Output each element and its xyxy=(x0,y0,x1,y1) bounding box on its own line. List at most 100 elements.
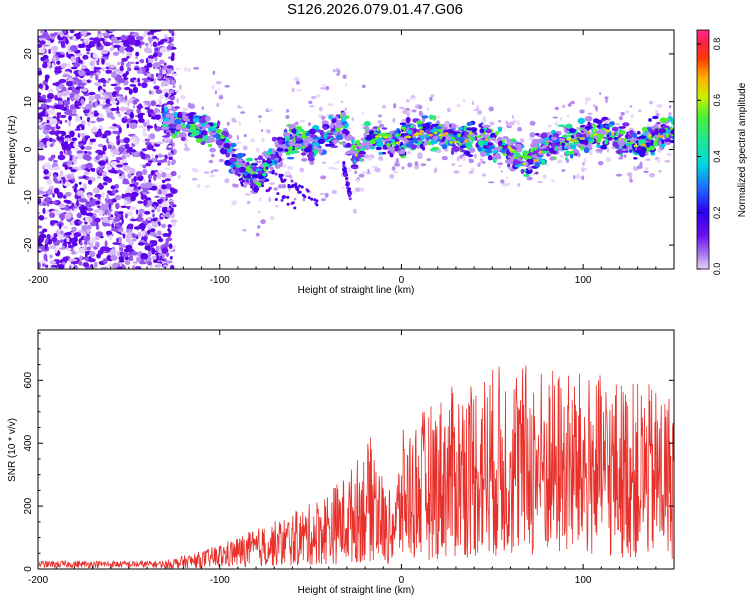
snr-frame xyxy=(37,329,675,570)
noise-blob xyxy=(44,124,52,131)
ridge-blob xyxy=(565,157,569,161)
faint-blob xyxy=(320,87,326,90)
noise-blob xyxy=(38,262,41,269)
faint-blob xyxy=(255,147,261,153)
faint-blob xyxy=(655,156,659,160)
noise-blob xyxy=(88,200,97,207)
noise-blob xyxy=(129,206,137,211)
faint-blob xyxy=(620,111,625,116)
ridge-blob xyxy=(558,137,566,143)
noise-blob xyxy=(108,126,116,129)
noise-blob xyxy=(59,104,65,111)
ridge-blob xyxy=(207,143,213,148)
ridge-blob xyxy=(338,130,343,134)
ridge-blob xyxy=(507,143,514,146)
noise-blob xyxy=(170,264,175,269)
noise-blob xyxy=(143,210,151,215)
ridge-blob xyxy=(416,137,422,141)
peak-blob xyxy=(518,154,523,158)
ridge-blob xyxy=(479,128,485,134)
noise-blob xyxy=(136,216,144,222)
peak-blob xyxy=(633,144,638,148)
noise-blob xyxy=(141,148,148,152)
noise-blob xyxy=(159,47,167,53)
noise-blob xyxy=(165,211,171,218)
noise-blob xyxy=(57,154,66,161)
faint-blob xyxy=(334,161,339,164)
noise-blob xyxy=(153,62,162,69)
ridge-blob xyxy=(561,142,566,147)
noise-blob xyxy=(45,98,52,103)
ridge-blob xyxy=(220,148,228,155)
faint-blob xyxy=(193,67,200,70)
noise-blob xyxy=(165,252,170,257)
faint-blob xyxy=(246,200,251,205)
noise-blob xyxy=(161,201,168,208)
ridge-blob xyxy=(569,154,574,159)
noise-blob xyxy=(82,154,91,161)
faint-blob xyxy=(171,159,176,165)
noise-blob xyxy=(46,233,51,240)
noise-blob xyxy=(118,211,124,215)
faint-blob xyxy=(319,106,323,112)
ridge-blob xyxy=(205,115,211,122)
spec-x-tick-label: -200 xyxy=(28,275,48,286)
noise-blob xyxy=(118,46,125,53)
noise-blob xyxy=(47,40,51,46)
noise-blob xyxy=(47,95,52,99)
ridge-blob xyxy=(330,145,338,148)
ridge-blob xyxy=(230,142,237,148)
peak-blob xyxy=(545,142,549,145)
peak-blob xyxy=(571,139,578,142)
noise-blob xyxy=(104,62,112,67)
noise-blob xyxy=(59,230,64,235)
ridge-blob xyxy=(189,134,197,137)
noise-blob xyxy=(43,176,50,180)
ridge-blob xyxy=(506,150,511,155)
noise-blob xyxy=(68,206,73,209)
peak-blob xyxy=(392,142,397,146)
faint-blob xyxy=(308,122,311,127)
ridge-blob xyxy=(588,138,593,142)
noise-blob xyxy=(168,76,173,81)
faint-blob xyxy=(176,98,179,104)
ridge-blob xyxy=(652,115,659,120)
noise-blob xyxy=(170,188,178,194)
noise-blob xyxy=(95,155,100,161)
faint-blob xyxy=(433,168,437,174)
snr-x-tick-label: -200 xyxy=(28,575,48,586)
noise-blob xyxy=(50,118,58,125)
peak-blob xyxy=(593,133,598,136)
ridge-blob xyxy=(266,157,271,165)
ridge-blob xyxy=(389,153,394,158)
noise-blob xyxy=(149,133,156,140)
peak-blob xyxy=(628,141,634,145)
noise-blob xyxy=(104,132,109,136)
faint-blob xyxy=(519,138,525,144)
noise-blob xyxy=(50,264,58,268)
noise-blob xyxy=(109,64,116,69)
noise-blob xyxy=(68,166,73,170)
streak-blob xyxy=(267,188,271,192)
noise-blob xyxy=(133,150,140,158)
noise-blob xyxy=(154,56,158,62)
faint-blob xyxy=(537,181,543,184)
noise-blob xyxy=(146,73,153,79)
faint-blob xyxy=(311,95,317,100)
faint-blob xyxy=(218,88,220,91)
noise-blob xyxy=(106,230,113,235)
noise-blob xyxy=(104,209,108,216)
noise-blob xyxy=(113,44,121,48)
faint-blob xyxy=(174,89,181,93)
peak-blob xyxy=(565,134,570,138)
noise-blob xyxy=(107,144,112,150)
faint-blob xyxy=(618,116,624,121)
ridge-blob xyxy=(577,152,581,157)
ridge-blob xyxy=(633,157,638,160)
ridge-blob xyxy=(671,129,674,134)
noise-blob xyxy=(40,56,45,62)
noise-blob xyxy=(82,175,87,179)
noise-blob xyxy=(85,218,89,223)
noise-blob xyxy=(105,98,111,105)
ridge-blob xyxy=(601,116,609,121)
